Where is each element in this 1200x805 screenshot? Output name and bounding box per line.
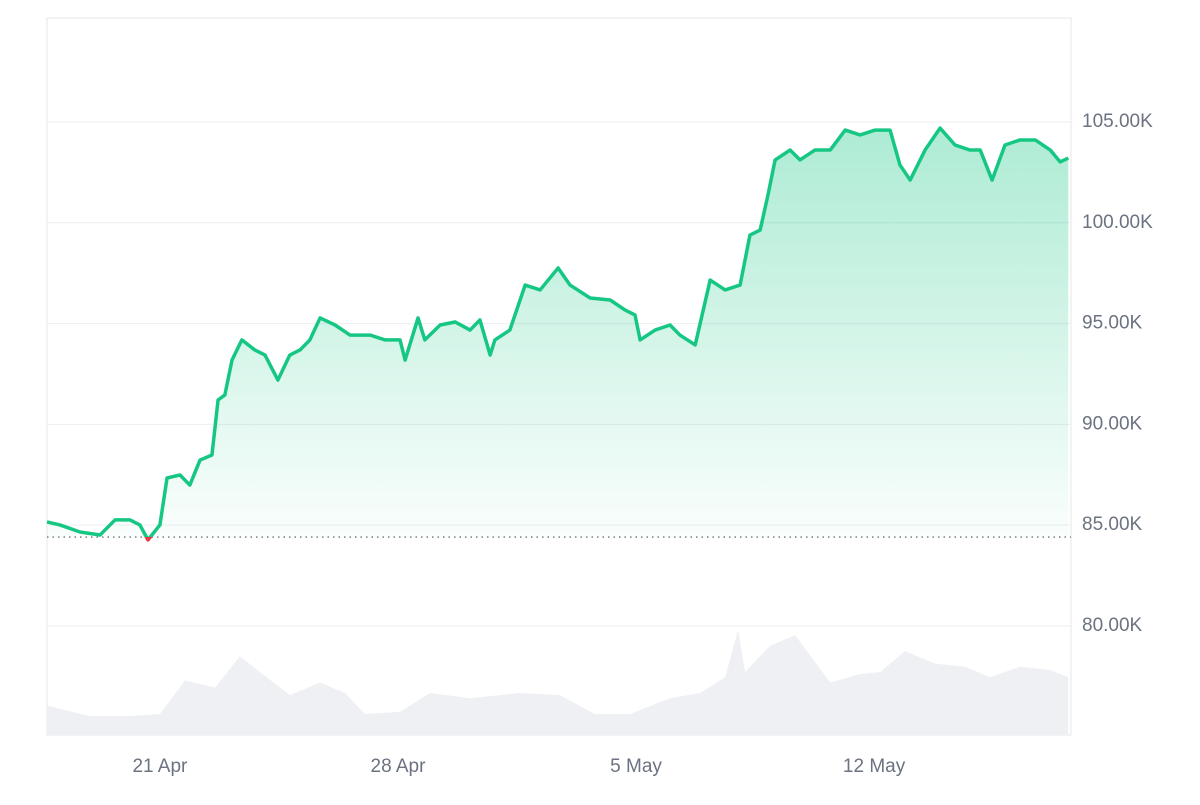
y-tick-label: 100.00K [1082,212,1153,233]
price-line [46,126,1070,538]
x-tick-label: 12 May [843,756,906,777]
y-tick-label: 105.00K [1082,111,1153,132]
price-area [47,128,1069,538]
y-tick-label: 85.00K [1082,514,1143,535]
y-tick-label: 80.00K [1082,615,1143,636]
y-tick-label: 95.00K [1082,313,1143,334]
y-tick-label: 90.00K [1082,413,1143,434]
x-tick-label: 28 Apr [371,756,427,777]
x-tick-label: 21 Apr [132,756,188,777]
volume-area [47,630,1069,735]
x-tick-label: 5 May [610,756,662,777]
